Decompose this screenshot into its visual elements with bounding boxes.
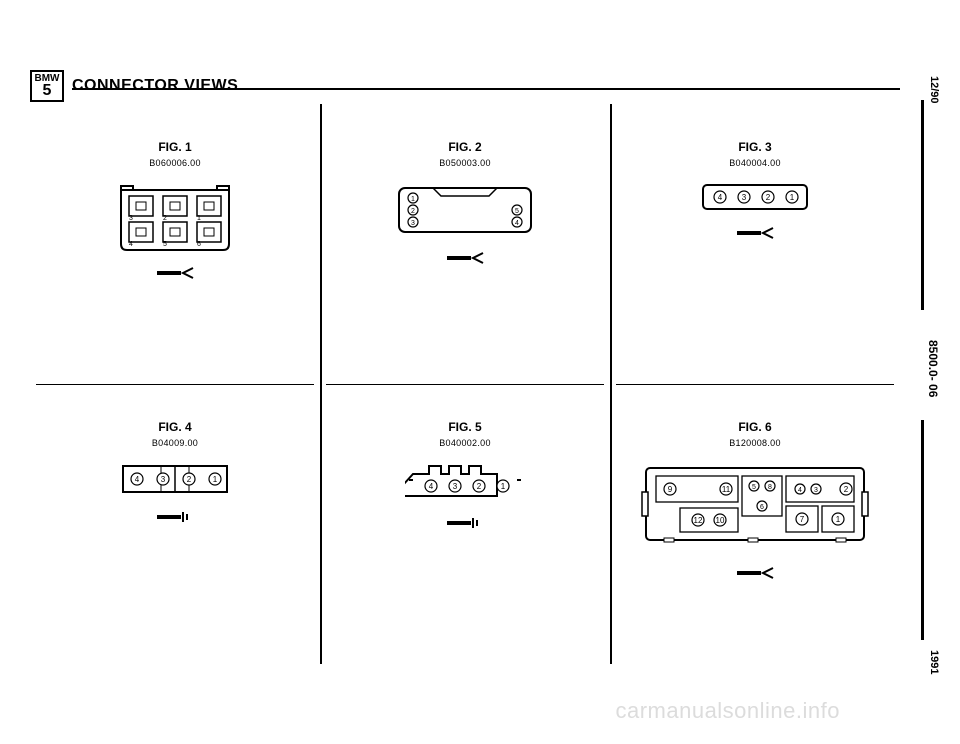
connector-drawing: 4 3 2 1 <box>700 182 810 212</box>
connector-drawing: 1 2 3 5 4 <box>395 182 535 237</box>
watermark: carmanualsonline.info <box>615 698 840 724</box>
part-number: B120008.00 <box>729 438 781 448</box>
page: BMW 5 CONNECTOR VIEWS FIG. 1 B060006.00 … <box>30 70 900 684</box>
svg-text:4: 4 <box>129 241 133 248</box>
svg-text:3: 3 <box>129 215 133 222</box>
part-number: B050003.00 <box>439 158 491 168</box>
figure-cell: FIG. 6 B120008.00 9 11 5 8 6 <box>610 384 900 664</box>
svg-text:2: 2 <box>411 208 415 215</box>
svg-text:3: 3 <box>161 475 166 484</box>
svg-text:2: 2 <box>163 215 167 222</box>
svg-text:2: 2 <box>766 193 771 202</box>
page-title: CONNECTOR VIEWS <box>72 77 238 95</box>
svg-text:4: 4 <box>718 193 723 202</box>
svg-text:3: 3 <box>742 193 747 202</box>
svg-text:1: 1 <box>197 215 201 222</box>
svg-text:1: 1 <box>213 475 218 484</box>
figure-label: FIG. 5 <box>448 420 481 434</box>
figure-label: FIG. 6 <box>738 420 771 434</box>
figure-cell: FIG. 3 B040004.00 4 3 2 1 <box>610 104 900 384</box>
connector-drawing: 4 3 2 1 <box>120 462 230 496</box>
svg-text:5: 5 <box>752 484 756 491</box>
svg-text:5: 5 <box>163 241 167 248</box>
svg-text:4: 4 <box>515 220 519 227</box>
figure-label: FIG. 3 <box>738 140 771 154</box>
svg-text:3: 3 <box>814 487 818 494</box>
part-number: B040004.00 <box>729 158 781 168</box>
svg-text:7: 7 <box>800 515 805 524</box>
figure-cell: FIG. 1 B060006.00 3 2 1 4 <box>30 104 320 384</box>
svg-text:9: 9 <box>668 485 673 494</box>
part-number: B040002.00 <box>439 438 491 448</box>
arrow-icon <box>155 252 195 280</box>
svg-text:2: 2 <box>187 475 192 484</box>
svg-text:2: 2 <box>844 485 849 494</box>
connector-drawing: 9 11 5 8 6 4 3 2 12 10 7 1 <box>640 462 870 552</box>
side-label-docno: 8500.0- 06 <box>926 340 940 397</box>
figure-grid: FIG. 1 B060006.00 3 2 1 4 <box>30 104 900 664</box>
bmw-logo: BMW 5 <box>30 70 64 102</box>
svg-text:2: 2 <box>477 482 482 491</box>
svg-text:1: 1 <box>501 482 506 491</box>
svg-text:6: 6 <box>197 241 201 248</box>
figure-cell: FIG. 5 B040002.00 4 3 2 1 <box>320 384 610 664</box>
side-bar-2 <box>921 420 924 640</box>
svg-text:4: 4 <box>429 482 434 491</box>
svg-text:4: 4 <box>798 487 802 494</box>
arrow-icon <box>735 212 775 240</box>
header: BMW 5 CONNECTOR VIEWS <box>30 70 900 102</box>
connector-drawing: 3 2 1 4 5 6 <box>115 182 235 252</box>
figure-cell: FIG. 2 B050003.00 1 2 3 5 4 <box>320 104 610 384</box>
svg-text:6: 6 <box>760 504 764 511</box>
svg-text:1: 1 <box>411 196 415 203</box>
svg-text:11: 11 <box>722 485 731 494</box>
side-label-date: 12/90 <box>928 76 940 104</box>
arrow-icon <box>445 502 485 530</box>
svg-text:12: 12 <box>694 516 703 525</box>
arrow-icon <box>445 237 485 265</box>
part-number: B04009.00 <box>152 438 198 448</box>
svg-text:4: 4 <box>135 475 140 484</box>
figure-label: FIG. 2 <box>448 140 481 154</box>
figure-label: FIG. 1 <box>158 140 191 154</box>
svg-text:5: 5 <box>515 208 519 215</box>
side-bar-1 <box>921 100 924 310</box>
arrow-icon <box>735 552 775 580</box>
arrow-icon <box>155 496 195 524</box>
svg-text:1: 1 <box>836 515 841 524</box>
connector-drawing: 4 3 2 1 <box>405 462 525 502</box>
svg-text:3: 3 <box>411 220 415 227</box>
logo-series: 5 <box>43 83 52 99</box>
figure-cell: FIG. 4 B04009.00 4 3 2 1 <box>30 384 320 664</box>
svg-text:10: 10 <box>716 516 725 525</box>
svg-text:1: 1 <box>790 193 795 202</box>
svg-text:8: 8 <box>768 484 772 491</box>
part-number: B060006.00 <box>149 158 201 168</box>
figure-label: FIG. 4 <box>158 420 191 434</box>
side-label-year: 1991 <box>928 650 940 674</box>
svg-text:3: 3 <box>453 482 458 491</box>
